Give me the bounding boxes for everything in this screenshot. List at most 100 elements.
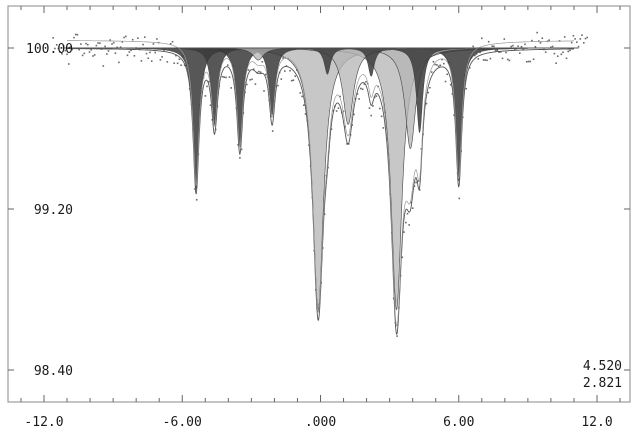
data-point — [239, 157, 241, 159]
data-point — [92, 55, 94, 57]
data-point — [527, 60, 530, 63]
data-point — [284, 70, 286, 72]
data-point — [330, 128, 333, 130]
data-point — [584, 37, 587, 40]
data-point — [551, 45, 554, 48]
data-point — [114, 52, 117, 54]
data-point — [118, 61, 120, 64]
data-point — [280, 78, 283, 80]
data-point — [410, 201, 412, 204]
data-point — [292, 79, 295, 81]
data-point — [430, 71, 433, 73]
data-point — [534, 45, 537, 48]
data-point — [131, 38, 134, 41]
data-point — [166, 61, 169, 63]
data-point — [512, 44, 514, 47]
data-point — [418, 189, 421, 191]
data-point — [252, 68, 255, 70]
data-point — [506, 58, 509, 61]
data-point — [434, 63, 436, 66]
data-point — [429, 86, 431, 89]
data-point — [71, 48, 73, 51]
data-point — [140, 60, 143, 62]
data-point — [180, 64, 182, 66]
data-point — [111, 43, 113, 45]
data-point — [565, 57, 568, 60]
data-point — [550, 46, 552, 49]
data-point — [80, 43, 82, 45]
data-point — [112, 41, 115, 44]
data-point — [62, 45, 65, 47]
data-point — [133, 55, 136, 57]
data-point — [379, 107, 381, 110]
data-point — [88, 51, 91, 53]
data-point — [408, 224, 410, 226]
data-point — [251, 78, 253, 81]
data-point — [227, 64, 229, 66]
data-point — [560, 53, 563, 56]
data-point — [90, 49, 92, 51]
data-point — [458, 197, 461, 200]
data-point — [263, 90, 265, 92]
data-point — [125, 35, 127, 38]
fit-envelope-line — [67, 48, 574, 335]
data-point — [517, 45, 519, 47]
data-point — [567, 50, 569, 53]
data-point — [425, 102, 428, 105]
data-point — [380, 115, 383, 118]
data-point — [451, 93, 454, 95]
data-point — [175, 54, 177, 57]
data-point — [532, 58, 535, 60]
x-tick-label: .000 — [305, 415, 336, 430]
data-point — [346, 143, 348, 145]
data-point — [415, 181, 417, 184]
data-point — [246, 83, 248, 86]
data-point — [477, 58, 480, 60]
data-point — [444, 80, 447, 83]
fit-envelope-layer — [62, 40, 579, 335]
data-point — [228, 76, 231, 78]
data-point — [468, 67, 471, 69]
data-point — [258, 70, 260, 73]
data-point — [240, 148, 243, 151]
data-point — [109, 39, 111, 41]
data-point — [104, 45, 106, 48]
data-point — [59, 51, 61, 53]
data-point — [99, 42, 101, 44]
data-point — [126, 54, 129, 57]
data-point — [481, 37, 483, 40]
data-point — [555, 62, 557, 64]
data-point — [332, 109, 334, 112]
data-point — [259, 71, 262, 73]
data-point — [382, 127, 385, 129]
data-point — [375, 95, 378, 97]
data-point — [95, 44, 98, 47]
x-tick-label: -12.0 — [24, 415, 63, 430]
data-point — [161, 56, 163, 58]
data-point — [83, 52, 86, 55]
data-point — [52, 37, 54, 39]
data-point — [145, 52, 148, 55]
data-point — [211, 119, 213, 121]
data-point — [254, 83, 257, 85]
data-point — [574, 38, 576, 40]
data-point — [97, 42, 99, 44]
data-point — [487, 40, 490, 43]
data-point — [494, 49, 497, 52]
data-point — [207, 80, 210, 83]
data-point — [225, 76, 227, 79]
data-point — [577, 45, 580, 48]
data-point — [81, 54, 84, 57]
data-point — [74, 33, 77, 36]
data-point — [365, 81, 367, 83]
data-point — [548, 39, 550, 41]
data-point — [417, 180, 419, 182]
data-point — [194, 188, 196, 190]
data-point — [339, 95, 341, 98]
data-point — [142, 43, 144, 46]
data-point — [583, 42, 585, 44]
data-point — [372, 105, 374, 107]
data-point — [500, 51, 502, 53]
data-point — [289, 69, 291, 72]
data-point — [152, 43, 155, 45]
